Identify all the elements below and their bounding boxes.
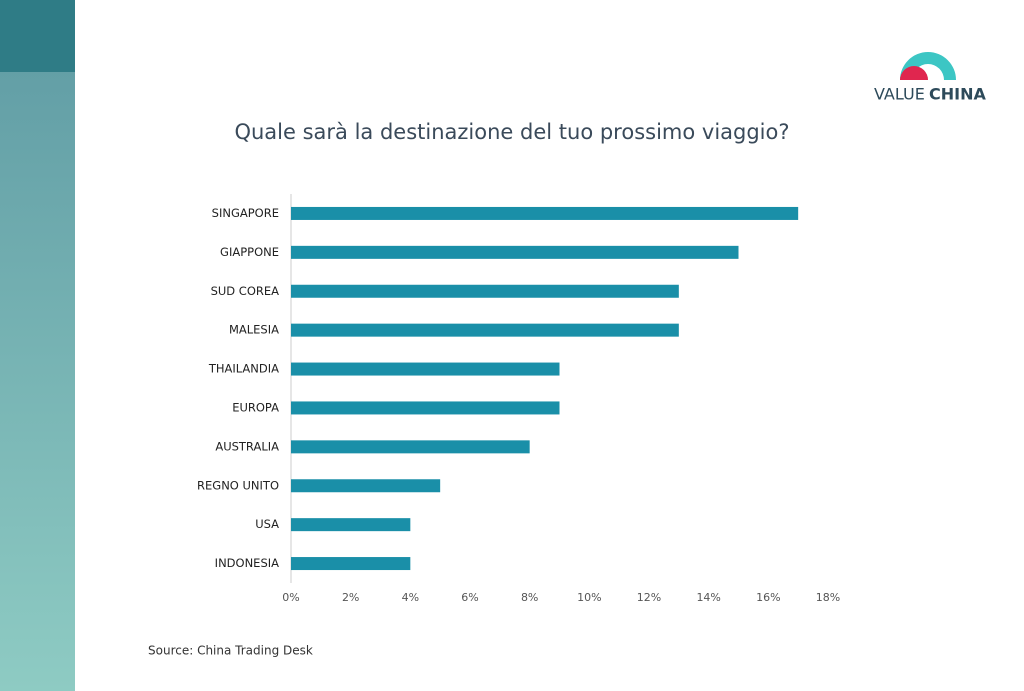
bar xyxy=(291,479,441,493)
bar xyxy=(291,518,411,532)
y-tick-label: MALESIA xyxy=(229,323,279,337)
bar xyxy=(291,362,560,376)
logo-word: VALUE xyxy=(874,85,925,104)
y-tick-label: GIAPPONE xyxy=(220,245,279,259)
y-tick-label: REGNO UNITO xyxy=(197,478,279,492)
x-tick-label: 6% xyxy=(461,591,478,604)
bar xyxy=(291,323,679,337)
bar xyxy=(291,284,679,298)
logo-word: CHINA xyxy=(929,85,986,104)
bar xyxy=(291,245,739,259)
y-tick-label: SINGAPORE xyxy=(212,206,279,220)
y-tick-label: THAILANDIA xyxy=(208,362,279,376)
source: Source: China Trading Desk xyxy=(148,644,313,658)
logo: VALUE CHINA xyxy=(874,52,986,104)
y-tick-label: SUD COREA xyxy=(211,284,280,298)
x-tick-label: 8% xyxy=(521,591,538,604)
logo-dot xyxy=(900,66,928,80)
bar xyxy=(291,557,411,571)
x-tick-label: 10% xyxy=(577,591,601,604)
sidebar xyxy=(0,0,75,691)
x-tick-label: 14% xyxy=(696,591,720,604)
sidebar-top xyxy=(0,0,75,72)
bar xyxy=(291,401,560,415)
x-tick-label: 0% xyxy=(282,591,299,604)
y-tick-label: EUROPA xyxy=(232,400,279,414)
y-tick-label: USA xyxy=(255,517,279,531)
x-tick-label: 2% xyxy=(342,591,359,604)
y-tick-label: INDONESIA xyxy=(215,556,279,570)
x-tick-label: 12% xyxy=(637,591,661,604)
x-tick-label: 18% xyxy=(816,591,840,604)
y-tick-label: AUSTRALIA xyxy=(215,439,279,453)
logo-arc xyxy=(900,52,956,80)
bar xyxy=(291,206,799,220)
bar xyxy=(291,440,530,454)
x-tick-label: 16% xyxy=(756,591,780,604)
x-tick-label: 4% xyxy=(402,591,419,604)
chart-title: Quale sarà la destinazione del tuo pross… xyxy=(234,120,789,144)
